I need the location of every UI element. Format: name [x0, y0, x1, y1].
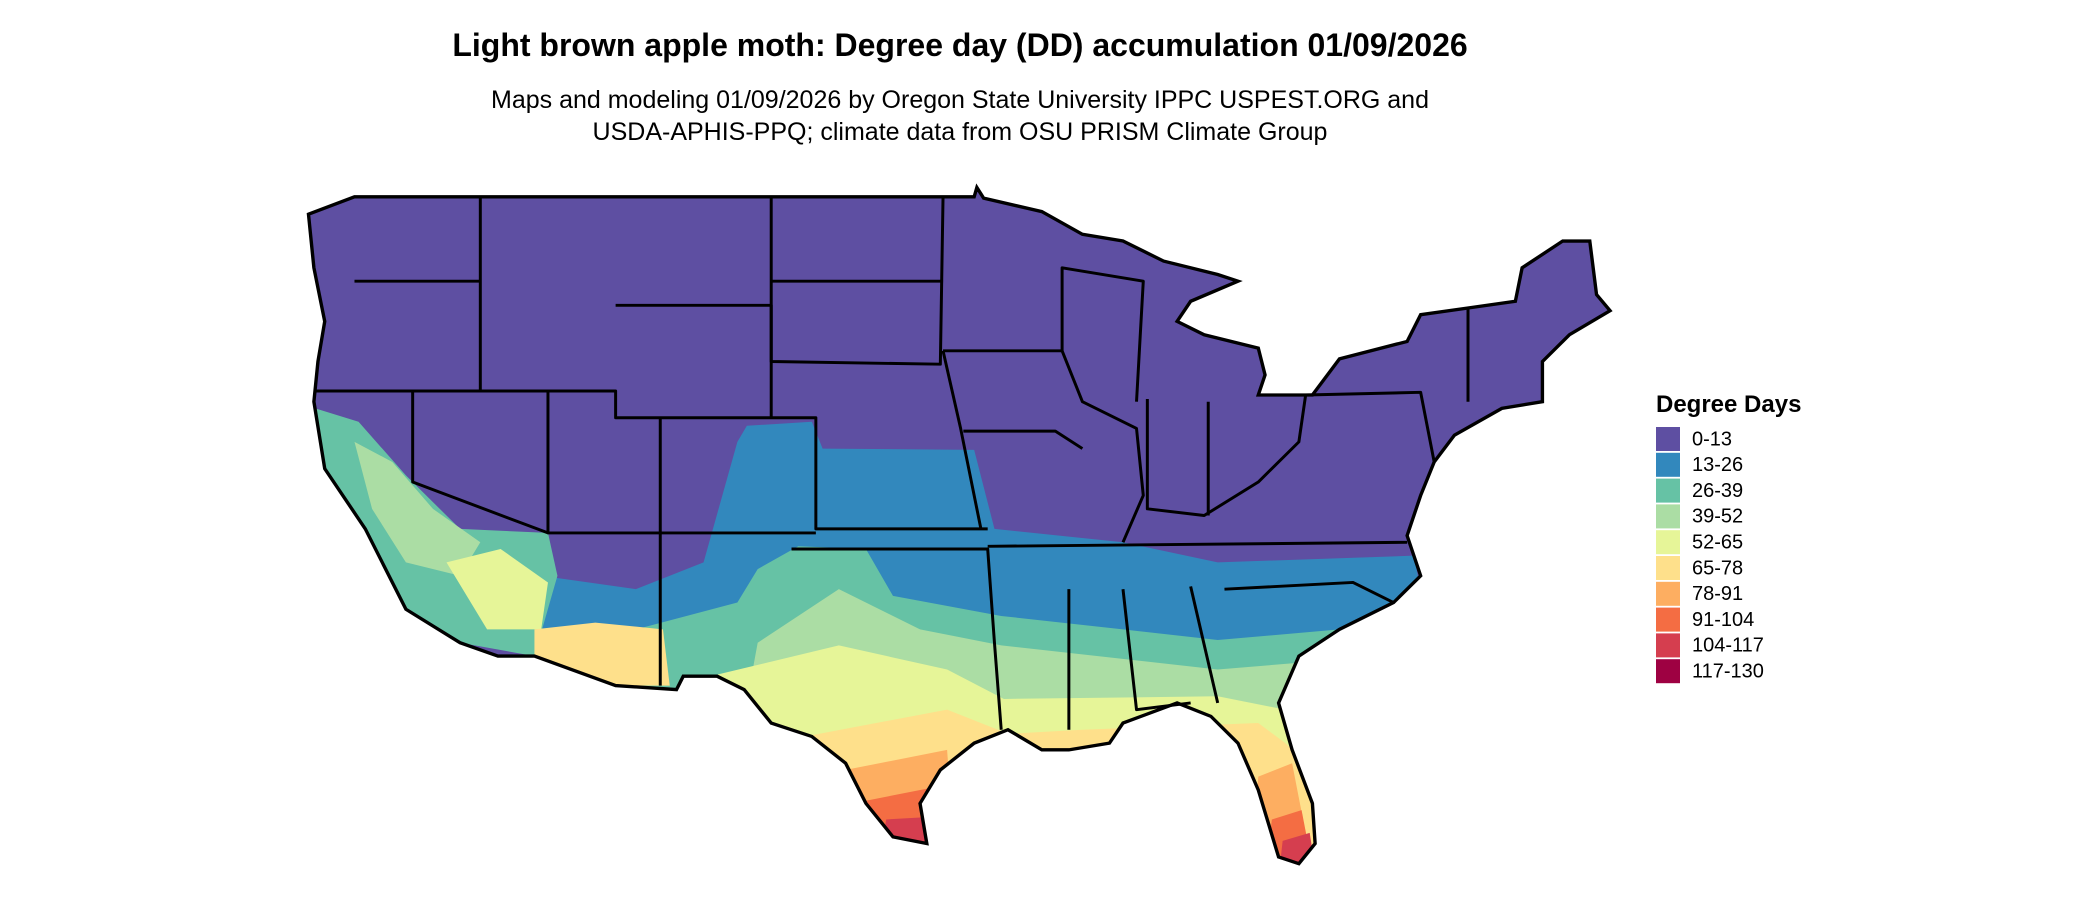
legend-label: 0-13 — [1692, 428, 1732, 450]
legend-swatch — [1656, 581, 1680, 606]
legend-label: 65-78 — [1692, 557, 1743, 579]
legend-swatch — [1656, 452, 1680, 477]
legend-label: 26-39 — [1692, 480, 1743, 502]
legend-label: 52-65 — [1692, 531, 1743, 553]
legend-label: 78-91 — [1692, 583, 1743, 605]
legend-swatch — [1656, 504, 1680, 529]
legend-title: Degree Days — [1656, 391, 1801, 418]
dd-zone — [838, 787, 948, 864]
dd-zone — [354, 441, 481, 576]
map-subtitle: Maps and modeling 01/09/2026 by Oregon S… — [491, 86, 1429, 114]
legend-swatch — [1656, 478, 1680, 503]
legend-label: 91-104 — [1692, 609, 1754, 631]
legend-label: 104-117 — [1692, 635, 1764, 657]
legend-swatch — [1656, 607, 1680, 632]
legend: 0-13 13-26 26-39 39-52 52-65 65-78 78-91 91-104… — [1656, 427, 1764, 684]
map-subtitle: USDA-APHIS-PPQ; climate data from OSU PR… — [593, 118, 1328, 146]
legend-label: 39-52 — [1692, 506, 1743, 528]
legend-swatch — [1656, 530, 1680, 555]
us-map — [306, 185, 1612, 866]
legend-label: 117-130 — [1692, 660, 1764, 682]
legend-swatch — [1656, 427, 1680, 451]
map-title: Light brown apple moth: Degree day (DD) … — [452, 27, 1467, 63]
legend-swatch — [1656, 556, 1680, 580]
dd-zone — [534, 622, 670, 686]
legend-label: 13-26 — [1692, 454, 1743, 476]
state-borders — [306, 185, 1612, 866]
legend-swatch — [1656, 633, 1680, 658]
legend-swatch — [1656, 659, 1680, 684]
dd-zone — [446, 548, 548, 630]
dd-zone — [865, 816, 948, 864]
